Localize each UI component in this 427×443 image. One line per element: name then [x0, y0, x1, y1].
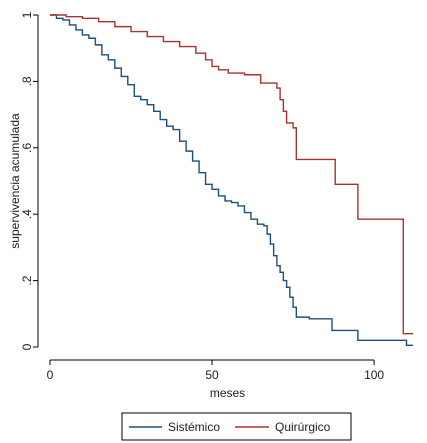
x-tick-label: 50 — [205, 368, 219, 382]
x-tick-label: 100 — [364, 368, 384, 382]
y-tick-label: 1 — [20, 11, 34, 18]
x-tick-label: 0 — [47, 368, 54, 382]
y-tick-label: .4 — [20, 209, 34, 219]
series-line-quirurgico — [50, 14, 413, 335]
axes: 0 .2 .4 .6 .8 1 0 50 100 — [20, 11, 384, 382]
y-tick-label: .8 — [20, 76, 34, 86]
y-tick-label: 0 — [20, 343, 34, 350]
legend-label: Quirúrgico — [275, 420, 331, 434]
legend-label: Sistémico — [168, 420, 220, 434]
series-line-sistemico — [50, 14, 413, 347]
y-axis-title: supervivencia acumulada — [8, 113, 22, 249]
legend: Sistémico Quirúrgico — [121, 412, 352, 441]
y-tick-label: .6 — [20, 142, 34, 152]
y-tick-label: .2 — [20, 275, 34, 285]
series-layer — [50, 14, 413, 347]
x-axis-title: meses — [210, 386, 245, 400]
